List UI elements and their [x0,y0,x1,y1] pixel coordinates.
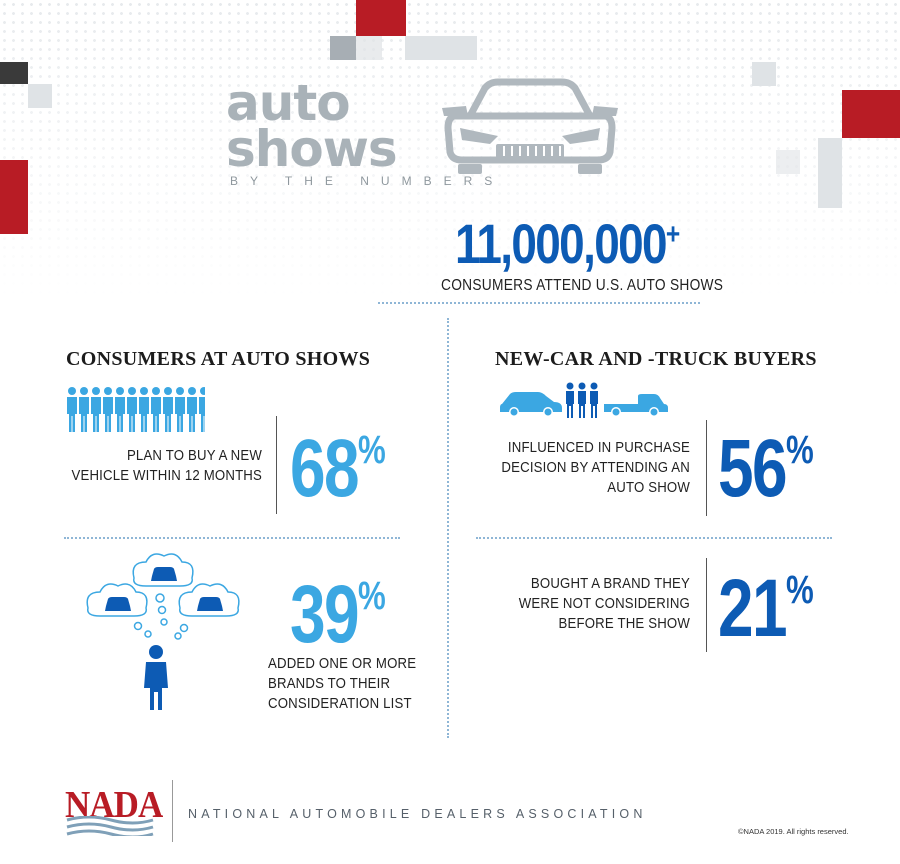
car-outline-icon [442,78,618,174]
people-row-icon [67,386,216,434]
decor-square [752,62,776,86]
family-icon [566,382,598,418]
decor-square [818,138,842,208]
buyers-icon [500,382,668,418]
stat-percent: 56% [718,423,814,514]
divider [64,537,400,539]
stat-label: ADDED ONE OR MORE BRANDS TO THEIR CONSID… [268,655,417,712]
decor-square [776,150,800,174]
decor-square [356,36,382,60]
stat-label: PLAN TO BUY A NEW VEHICLE WITHIN 12 MONT… [71,447,262,484]
stat-percent: 68% [290,423,386,514]
decor-square [356,0,406,36]
pickup-truck-icon [604,394,668,417]
title-line-1: auto [226,74,351,132]
title-line-2: shows [226,120,398,178]
organization-name: NATIONAL AUTOMOBILE DEALERS ASSOCIATION [188,807,647,821]
decor-square [28,84,52,108]
nada-logo: NADA [65,786,163,838]
decor-square [330,36,356,60]
divider [447,318,449,738]
thought-cloud-car-icon [86,553,240,710]
decor-square [842,90,900,138]
footer-separator [172,780,173,842]
right-section-title: NEW-CAR AND -TRUCK BUYERS [495,348,817,370]
stat-label: INFLUENCED IN PURCHASE DECISION BY ATTEN… [501,439,690,496]
decor-square [0,160,28,234]
decor-square [0,62,28,84]
divider [476,537,832,539]
nada-wave-icon [66,816,154,836]
stat-separator [706,420,707,516]
stat-percent: 21% [718,563,814,654]
left-section-title: CONSUMERS AT AUTO SHOWS [66,348,371,370]
copyright-notice: ©NADA 2019. All rights reserved. [738,827,849,836]
headline-stat-value: 11,000,000+ [455,212,680,275]
stat-label: BOUGHT A BRAND THEY WERE NOT CONSIDERING… [518,575,690,632]
divider [378,302,700,304]
subtitle: BY THE NUMBERS [230,174,505,188]
stat-separator [706,558,707,652]
decor-square [405,36,477,60]
car-icon [500,392,562,417]
stat-percent: 39% [290,569,386,660]
headline-stat-caption: CONSUMERS ATTEND U.S. AUTO SHOWS [441,277,724,294]
stat-separator [276,416,277,514]
